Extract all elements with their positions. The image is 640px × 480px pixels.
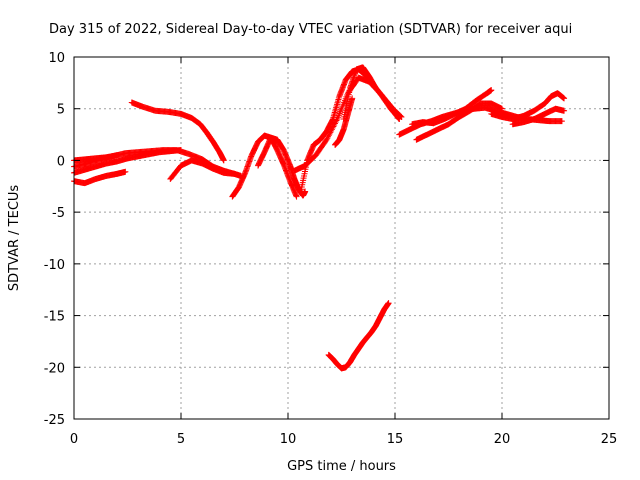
y-tick-label: 0: [57, 154, 65, 169]
data-point: [499, 105, 505, 112]
data-markers: [71, 64, 568, 372]
y-tick-label: 10: [48, 51, 65, 66]
satellite-track-17: [488, 90, 568, 123]
y-tick-label: -5: [52, 206, 65, 221]
data-point: [488, 87, 495, 94]
x-tick-label: 15: [387, 432, 404, 447]
satellite-track-15: [409, 87, 495, 128]
satellite-track-2: [71, 168, 129, 187]
data-point: [349, 95, 356, 102]
y-tick-label: -15: [44, 310, 65, 325]
y-tick-label: -20: [44, 361, 65, 376]
chart-title: Day 315 of 2022, Sidereal Day-to-day VTE…: [49, 22, 572, 37]
plot-frame: [73, 56, 610, 420]
data-point: [558, 118, 565, 125]
data-point: [385, 300, 392, 307]
x-tick-label: 25: [601, 432, 618, 447]
satellite-track-18: [509, 105, 568, 128]
y-tick-label: -10: [44, 258, 65, 273]
data-point: [220, 157, 227, 164]
y-tick-label: -25: [44, 413, 65, 428]
data-point: [122, 168, 129, 175]
data-point: [561, 95, 568, 102]
axis-ticks: 0 5 10 15 20 25 -25 -20 -15 -10 -5 0 5 10: [44, 51, 618, 447]
satellite-track-5: [128, 99, 227, 164]
satellite-track-3: [71, 147, 184, 176]
x-axis-label: GPS time / hours: [287, 459, 396, 474]
data-point: [113, 152, 120, 159]
x-tick-label: 10: [280, 432, 297, 447]
satellite-track-7: [229, 132, 300, 200]
satellite-track-12: [340, 64, 403, 123]
satellite-track-13: [325, 300, 392, 372]
y-tick-label: 5: [57, 103, 65, 118]
y-axis-label: SDTVAR / TECUs: [7, 185, 22, 292]
satellite-track-6: [167, 157, 244, 183]
satellite-track-16: [413, 100, 505, 143]
x-tick-label: 5: [177, 432, 185, 447]
data-point: [396, 116, 403, 123]
x-tick-label: 0: [70, 432, 78, 447]
x-tick-label: 20: [494, 432, 511, 447]
data-point: [561, 107, 568, 114]
data-point: [333, 117, 340, 124]
data-point: [293, 193, 300, 200]
data-point: [178, 147, 184, 154]
